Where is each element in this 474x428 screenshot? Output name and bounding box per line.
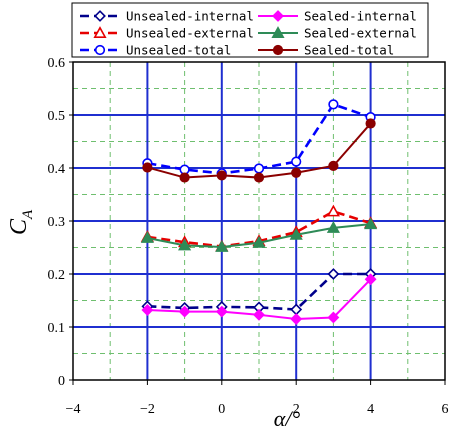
data-point [253,308,265,321]
series-sealed-external [140,217,378,252]
legend-label: Unsealed-external [126,26,254,41]
y-tick-label: 0.1 [48,321,66,336]
data-point [289,227,303,240]
x-tick-label: 2 [293,402,300,417]
data-point [253,163,265,174]
legend-entry: Sealed-total [258,43,394,58]
data-point [141,304,154,316]
y-axis-title-main: C [6,218,32,235]
legend-entry: Sealed-external [258,26,417,41]
legend-label: Sealed-internal [304,9,417,24]
series-sealed-internal [141,273,377,325]
data-point [215,305,228,318]
y-tick-label: 0.6 [48,56,66,71]
data-point [364,217,378,230]
data-point [140,231,154,243]
x-axis-ticks: −4 −2 0 2 4 6 [66,380,449,417]
x-tick-label: 4 [367,402,374,417]
data-point [216,170,227,181]
legend-marker [271,26,285,38]
data-point [291,156,302,167]
data-point [327,268,340,280]
legend-box [71,2,429,58]
data-point [178,238,192,251]
legend-label: Unsealed-internal [126,9,254,24]
data-point [142,162,153,173]
data-point [215,240,229,252]
y-tick-label: 0.2 [48,268,66,283]
data-point [328,160,339,171]
legend-marker [272,44,284,56]
data-point [326,204,340,217]
legend-label: Sealed-total [304,43,394,58]
data-point [178,305,191,318]
data-point [252,235,266,248]
y-tick-label: 0.5 [48,109,66,124]
x-tick-label: −4 [66,402,81,417]
x-tick-label: −2 [140,402,155,417]
series-layer [140,99,378,325]
data-point [290,313,303,325]
data-point [179,172,190,183]
legend-entry: Unsealed-internal [80,9,254,24]
legend-marker [272,10,284,22]
data-point [327,311,340,324]
y-tick-label: 0.3 [48,215,66,230]
y-axis-title-subscript: A [20,209,36,220]
data-point [291,167,302,178]
y-tick-label: 0.4 [48,162,66,177]
legend-entry: Unsealed-total [80,43,231,58]
x-tick-label: 6 [442,402,449,417]
x-axis-title: α/° [274,406,301,428]
y-axis-ticks: 0 0.1 0.2 0.3 0.4 0.5 0.6 [48,56,73,389]
x-tick-label: 0 [218,402,225,417]
legend: Unsealed-internal Unsealed-external Unseal… [71,2,429,58]
legend-entry: Sealed-internal [258,9,417,24]
data-point [253,172,265,183]
legend-label: Unsealed-total [126,43,231,58]
data-point [328,99,339,110]
series-sealed-total [142,118,376,183]
data-point [326,221,340,233]
legend-marker [94,10,106,22]
data-point [365,118,376,129]
data-point [364,273,377,286]
legend-marker [93,26,107,38]
legend-entry: Unsealed-external [80,26,254,41]
y-axis-title: CA [6,209,36,235]
legend-label: Sealed-external [304,26,417,41]
y-tick-label: 0 [58,374,65,389]
data-point [290,303,303,316]
legend-marker [94,44,106,56]
